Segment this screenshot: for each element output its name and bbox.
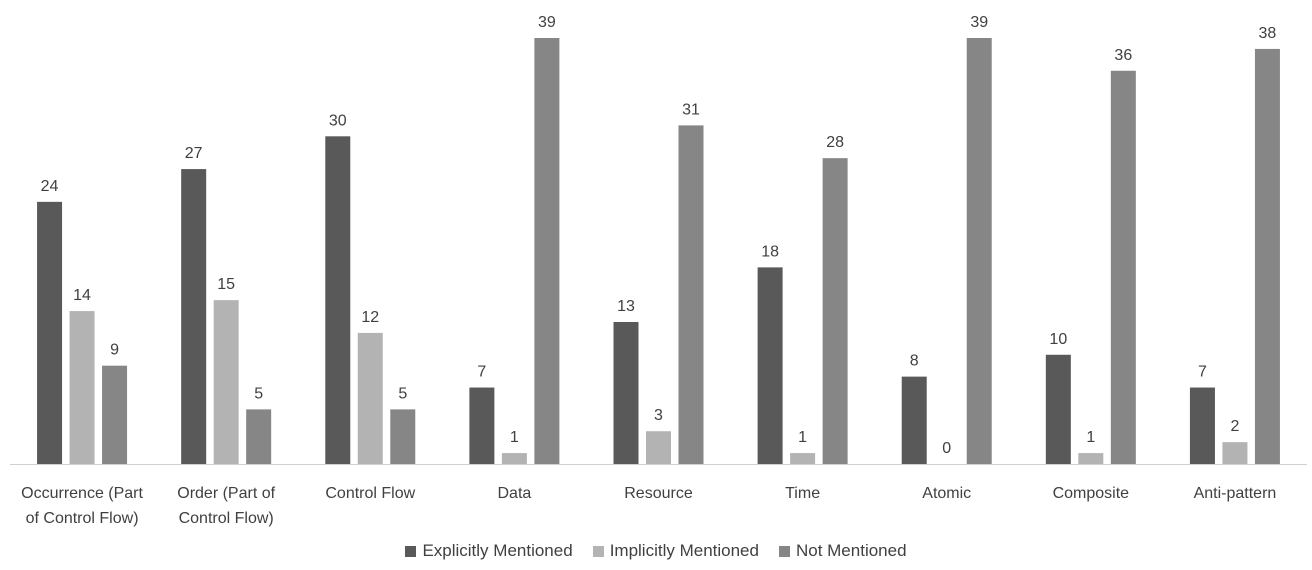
bar-2-6 bbox=[790, 453, 816, 464]
bar-2-3 bbox=[357, 332, 383, 464]
data-label-3-3: 5 bbox=[398, 385, 407, 402]
bar-3-6 bbox=[822, 158, 848, 464]
bar-2-5 bbox=[646, 431, 671, 464]
data-label-2-1: 14 bbox=[73, 287, 91, 304]
legend-label-3: Not Mentioned bbox=[795, 541, 907, 560]
data-label-3-4: 39 bbox=[538, 14, 556, 31]
data-label-1-6: 18 bbox=[761, 243, 779, 260]
data-label-3-7: 39 bbox=[970, 14, 988, 31]
bar-1-7 bbox=[901, 376, 927, 464]
bar-2-1 bbox=[69, 311, 95, 464]
data-label-1-9: 7 bbox=[1198, 364, 1207, 381]
bar-3-8 bbox=[1110, 70, 1136, 465]
data-label-2-9: 2 bbox=[1230, 418, 1239, 435]
bar-2-8 bbox=[1078, 453, 1104, 464]
data-label-1-4: 7 bbox=[477, 364, 486, 381]
data-label-2-8: 1 bbox=[1086, 429, 1095, 446]
category-label-4: Data bbox=[497, 485, 531, 502]
bar-3-7 bbox=[966, 38, 992, 464]
data-label-1-5: 13 bbox=[617, 298, 635, 315]
category-label-3: Control Flow bbox=[325, 485, 415, 502]
bar-1-8 bbox=[1045, 354, 1071, 464]
data-label-1-2: 27 bbox=[185, 145, 203, 162]
category-label-9: Anti-pattern bbox=[1194, 485, 1277, 502]
legend-swatch-3 bbox=[778, 545, 790, 557]
bar-1-3 bbox=[325, 136, 351, 464]
category-label-1: Occurrence (Part of Control Flow) bbox=[21, 485, 143, 527]
chart-legend: Explicitly Mentioned Implicitly Mentioned… bbox=[0, 541, 1312, 561]
bar-1-2 bbox=[181, 169, 207, 464]
legend-swatch-1 bbox=[405, 545, 417, 557]
bar-3-9 bbox=[1254, 48, 1280, 465]
bar-3-3 bbox=[390, 409, 416, 464]
bar-2-2 bbox=[213, 300, 239, 464]
data-label-3-2: 5 bbox=[254, 385, 263, 402]
data-label-3-8: 36 bbox=[1114, 47, 1132, 64]
bar-2-9 bbox=[1222, 442, 1248, 464]
bar-1-5 bbox=[613, 322, 639, 464]
data-label-1-7: 8 bbox=[910, 353, 919, 370]
category-label-8: Composite bbox=[1053, 485, 1130, 502]
legend-item-1: Explicitly Mentioned bbox=[405, 541, 573, 561]
bar-3-1 bbox=[102, 365, 128, 464]
data-label-2-6: 1 bbox=[798, 429, 807, 446]
data-label-2-4: 1 bbox=[510, 429, 519, 446]
data-label-2-3: 12 bbox=[361, 309, 379, 326]
bar-3-4 bbox=[534, 38, 560, 464]
data-label-3-1: 9 bbox=[110, 342, 119, 359]
data-label-1-8: 10 bbox=[1049, 331, 1067, 348]
bar-2-4 bbox=[501, 453, 527, 464]
data-label-1-1: 24 bbox=[41, 178, 59, 195]
legend-item-3: Not Mentioned bbox=[778, 541, 907, 561]
legend-item-2: Implicitly Mentioned bbox=[592, 541, 759, 561]
data-label-3-6: 28 bbox=[826, 134, 844, 151]
bar-1-9 bbox=[1189, 387, 1215, 464]
legend-label-2: Implicitly Mentioned bbox=[609, 541, 759, 560]
category-label-2: Order (Part of Control Flow) bbox=[177, 485, 275, 527]
bar-3-5 bbox=[678, 125, 704, 464]
bar-1-1 bbox=[37, 201, 63, 464]
data-label-3-5: 31 bbox=[682, 101, 700, 118]
bar-3-2 bbox=[246, 409, 272, 464]
bar-1-6 bbox=[757, 267, 783, 464]
data-label-2-2: 15 bbox=[217, 276, 235, 293]
category-label-7: Atomic bbox=[922, 485, 971, 502]
legend-label-1: Explicitly Mentioned bbox=[422, 541, 573, 560]
data-label-2-7: 0 bbox=[942, 440, 951, 457]
category-label-5: Resource bbox=[624, 485, 693, 502]
bar-1-4 bbox=[469, 387, 495, 464]
category-label-6: Time bbox=[785, 485, 820, 502]
data-label-2-5: 3 bbox=[654, 407, 663, 424]
legend-swatch-2 bbox=[592, 545, 604, 557]
data-label-1-3: 30 bbox=[329, 112, 347, 129]
data-label-3-9: 38 bbox=[1259, 25, 1277, 42]
